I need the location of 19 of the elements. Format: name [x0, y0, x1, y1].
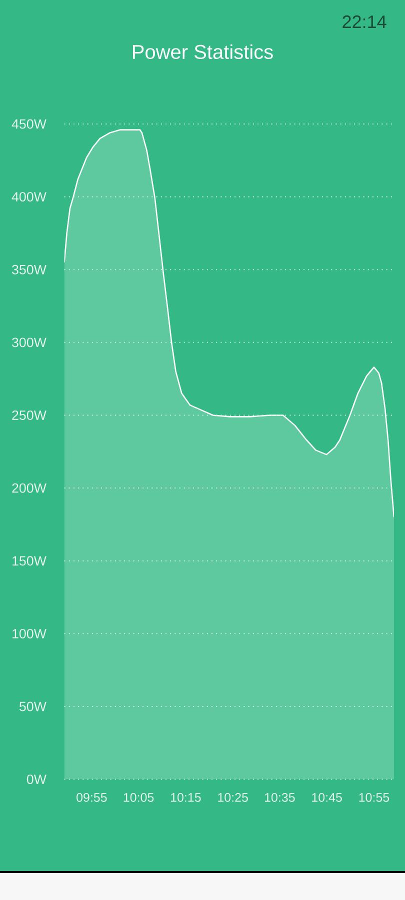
x-tick-label: 10:25 [218, 793, 248, 802]
y-tick-label: 100W [12, 628, 46, 638]
y-tick-label: 50W [19, 702, 46, 712]
text: 22:14 [342, 15, 386, 28]
y-tick-label: 0W [26, 774, 46, 784]
y-tick-label: 350W [12, 264, 46, 274]
y-tick-label: 300W [12, 338, 46, 348]
y-tick-label: 150W [12, 556, 46, 566]
x-tick-label: 10:15 [170, 793, 201, 802]
x-tick-label: 10:35 [264, 793, 295, 802]
y-tick-label: 450W [12, 119, 46, 129]
y-tick-label: 400W [12, 192, 46, 202]
chart-title: Power Statistics [133, 44, 273, 60]
x-tick-label: 10:55 [359, 793, 390, 802]
x-tick-label: 10:45 [312, 793, 342, 802]
x-tick-label: 09:55 [76, 793, 107, 802]
y-tick-label: 200W [12, 483, 46, 493]
y-tick-label: 250W [12, 410, 46, 420]
x-tick-label: 10:05 [124, 793, 154, 802]
